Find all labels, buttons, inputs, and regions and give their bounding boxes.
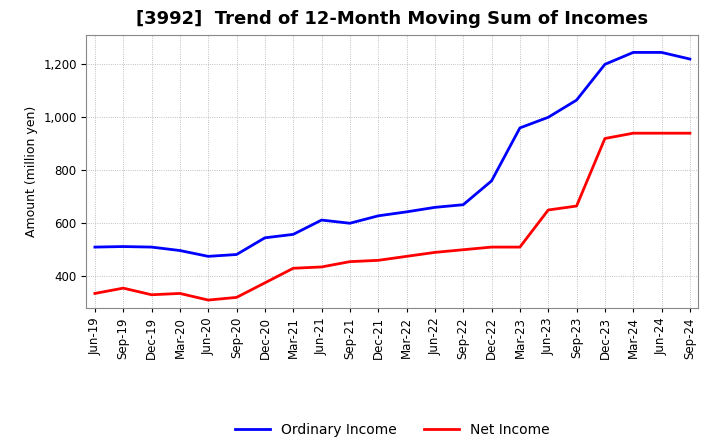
Ordinary Income	[487, 178, 496, 183]
Ordinary Income	[233, 252, 241, 257]
Net Income	[289, 266, 297, 271]
Net Income	[233, 295, 241, 300]
Net Income	[487, 245, 496, 250]
Line: Net Income: Net Income	[95, 133, 690, 300]
Net Income	[204, 297, 212, 303]
Net Income	[176, 291, 184, 296]
Ordinary Income	[431, 205, 439, 210]
Net Income	[91, 291, 99, 296]
Net Income	[374, 258, 382, 263]
Ordinary Income	[657, 50, 666, 55]
Net Income	[629, 131, 637, 136]
Ordinary Income	[91, 245, 99, 250]
Net Income	[261, 280, 269, 286]
Legend: Ordinary Income, Net Income: Ordinary Income, Net Income	[230, 418, 555, 440]
Ordinary Income	[261, 235, 269, 240]
Y-axis label: Amount (million yen): Amount (million yen)	[24, 106, 37, 237]
Net Income	[600, 136, 609, 141]
Ordinary Income	[629, 50, 637, 55]
Ordinary Income	[289, 232, 297, 237]
Ordinary Income	[685, 56, 694, 62]
Ordinary Income	[176, 248, 184, 253]
Net Income	[346, 259, 354, 264]
Net Income	[318, 264, 326, 270]
Ordinary Income	[459, 202, 467, 207]
Net Income	[685, 131, 694, 136]
Ordinary Income	[374, 213, 382, 219]
Net Income	[148, 292, 156, 297]
Title: [3992]  Trend of 12-Month Moving Sum of Incomes: [3992] Trend of 12-Month Moving Sum of I…	[136, 10, 649, 28]
Ordinary Income	[544, 115, 552, 120]
Ordinary Income	[148, 245, 156, 250]
Net Income	[544, 207, 552, 213]
Net Income	[572, 203, 581, 209]
Net Income	[459, 247, 467, 253]
Ordinary Income	[119, 244, 127, 249]
Ordinary Income	[572, 97, 581, 103]
Ordinary Income	[402, 209, 411, 214]
Ordinary Income	[204, 254, 212, 259]
Net Income	[119, 286, 127, 291]
Ordinary Income	[516, 125, 524, 131]
Ordinary Income	[346, 220, 354, 226]
Line: Ordinary Income: Ordinary Income	[95, 52, 690, 257]
Net Income	[657, 131, 666, 136]
Ordinary Income	[600, 62, 609, 67]
Net Income	[431, 250, 439, 255]
Net Income	[516, 245, 524, 250]
Net Income	[402, 254, 411, 259]
Ordinary Income	[318, 217, 326, 223]
